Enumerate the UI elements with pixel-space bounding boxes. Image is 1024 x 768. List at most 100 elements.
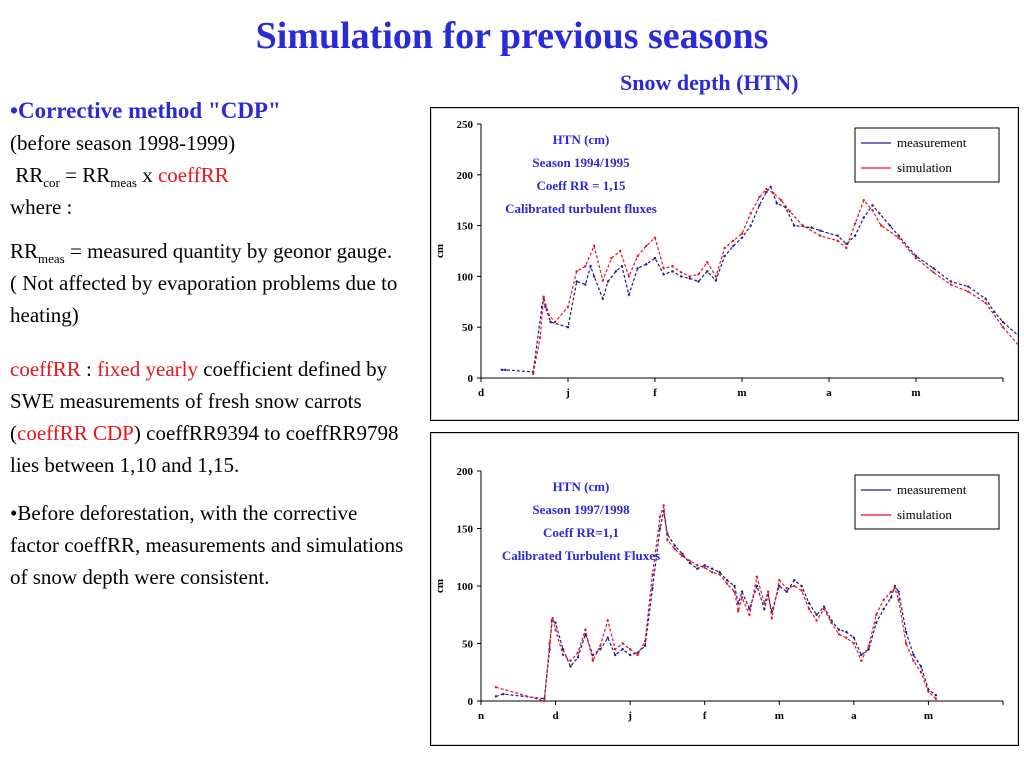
series-simulation-point: [532, 372, 535, 376]
x-tick-label: m: [924, 710, 933, 722]
method-heading: •Corrective method "CDP": [10, 98, 281, 123]
series-measurement-point: [860, 653, 863, 657]
series-measurement-point: [897, 590, 900, 593]
x-tick-label: m: [775, 710, 784, 722]
series-measurement-point: [576, 656, 580, 659]
series-simulation-point: [553, 320, 557, 324]
x-tick-label: f: [703, 710, 707, 722]
series-measurement-point: [815, 613, 818, 616]
y-tick-label: 150: [457, 221, 474, 233]
series-simulation-point: [882, 598, 885, 601]
series-simulation-point: [772, 191, 775, 195]
series-simulation-point: [766, 590, 770, 593]
coeff-desc2: ) coeffRR9394 to coeffRR9798 lies betwee…: [10, 421, 399, 477]
series-measurement-point: [889, 596, 893, 599]
series-simulation-point: [703, 566, 706, 569]
series-measurement-point: [566, 326, 570, 329]
series-measurement-point: [653, 256, 657, 260]
where-text: where :: [10, 195, 73, 219]
series-measurement-point: [830, 619, 833, 622]
series-measurement-point: [765, 190, 768, 194]
series-measurement-point: [645, 263, 648, 266]
series-measurement-point: [897, 234, 900, 237]
series-simulation-point: [897, 598, 900, 601]
chart-annotation: Season 1994/1995: [532, 155, 630, 170]
chart-annotation: Coeff RR=1,1: [543, 525, 619, 540]
chart-1997-1998: 200 150 100 50 0 cm n d j f m a m HTN (cm) Season 1997…: [430, 432, 1019, 746]
formula-x: x: [136, 163, 158, 187]
series-measurement-point: [785, 590, 788, 593]
series-simulation-point: [599, 644, 602, 647]
series-simulation-point: [815, 619, 818, 622]
series-measurement-point: [984, 297, 987, 300]
series-simulation-point: [606, 619, 609, 622]
not-affected-text: ( Not affected by evaporation problems d…: [10, 271, 398, 327]
y-tick-label: 200: [457, 466, 474, 478]
series-measurement-point: [636, 267, 639, 270]
series-simulation-point: [725, 582, 729, 585]
series-simulation-point: [658, 515, 662, 519]
series-measurement-point: [763, 607, 766, 611]
coeff-label: coeffRR: [10, 357, 81, 381]
series-simulation-point: [673, 548, 677, 551]
series-simulation-point: [740, 232, 744, 235]
series-simulation-point: [845, 636, 848, 639]
series-measurement-point: [697, 280, 700, 283]
meas-def-rest: = measured quantity by geonor gauge.: [64, 239, 393, 263]
chart-annotation: Calibrated Turbulent Fluxes: [502, 548, 660, 563]
series-simulation-point: [788, 210, 792, 213]
legend-label-measurement: measurement: [897, 135, 967, 150]
series-measurement-point: [758, 204, 761, 207]
series-measurement-point: [688, 561, 691, 565]
y-axis-label: cm: [434, 579, 446, 593]
series-simulation-point: [949, 283, 952, 286]
series-simulation-point: [770, 617, 774, 620]
series-simulation-point: [927, 690, 930, 693]
y-tick-label: 0: [468, 373, 474, 385]
series-measurement-point: [599, 648, 602, 651]
series-simulation-point: [763, 602, 766, 605]
meas-def-sub: meas: [38, 251, 65, 267]
series-measurement-point: [601, 297, 604, 300]
series-simulation-point: [636, 254, 639, 258]
series-simulation-point: [621, 642, 624, 645]
series-simulation-point: [912, 659, 915, 662]
series-measurement-point: [620, 265, 624, 268]
series-measurement-point: [589, 265, 592, 268]
series-simulation-point: [614, 648, 617, 651]
series-simulation-point: [893, 587, 897, 590]
legend-label-simulation: simulation: [897, 507, 952, 522]
chart-annotation: HTN (cm): [553, 479, 610, 494]
y-tick-label: 0: [468, 696, 474, 708]
series-simulation-point: [662, 267, 665, 270]
series-simulation-point: [494, 686, 498, 689]
series-simulation-point: [671, 265, 674, 268]
series-measurement-point: [606, 636, 609, 639]
series-measurement-point: [681, 552, 684, 555]
slide-subtitle: Snow depth (HTN): [620, 70, 799, 95]
formula-meas-sub: meas: [110, 175, 137, 191]
series-measurement-point: [671, 270, 674, 273]
series-measurement-point: [710, 567, 714, 570]
series-measurement-point: [696, 567, 699, 570]
series-simulation-point: [706, 260, 709, 264]
series-measurement-point: [822, 605, 826, 608]
formula-eq: = RR: [59, 163, 111, 187]
slide-title: Simulation for previous seasons: [255, 15, 769, 57]
series-measurement-point: [549, 320, 552, 324]
formula-cor-sub: cor: [43, 175, 60, 191]
series-measurement-point: [875, 621, 878, 624]
series-measurement-point: [733, 584, 736, 588]
series-measurement-point: [853, 234, 857, 237]
y-tick-label: 100: [457, 271, 474, 283]
series-measurement-point: [837, 628, 841, 631]
x-tick-label: j: [627, 710, 632, 722]
series-measurement-point: [882, 607, 885, 611]
x-tick-label: a: [826, 387, 832, 399]
series-simulation-point: [919, 671, 923, 674]
series-simulation-point: [718, 573, 721, 576]
series-measurement-point: [591, 653, 595, 657]
series-measurement-point: [718, 571, 721, 574]
series-simulation-point: [932, 271, 935, 274]
y-tick-label: 250: [457, 119, 474, 131]
